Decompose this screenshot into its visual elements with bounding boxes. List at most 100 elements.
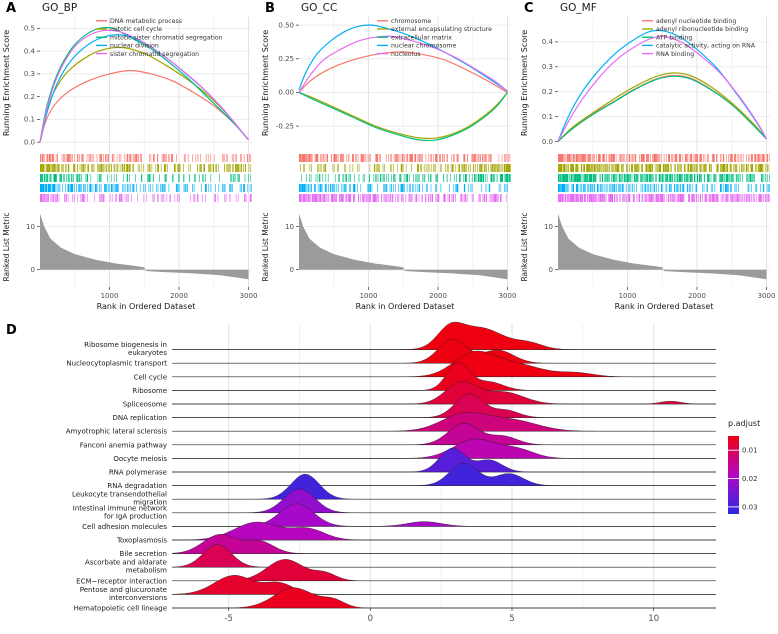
legend-gradient-bar <box>728 436 739 514</box>
ridge-9 <box>172 447 716 473</box>
ridge-17 <box>172 559 716 581</box>
rug-row-4 <box>558 194 770 202</box>
es-curve-2 <box>298 91 508 142</box>
svg-text:0: 0 <box>31 266 35 274</box>
gsea-chart-B: 1000 2000 3000 -0.25 0.00 0.25 0.50 10 0 Running … <box>261 1 517 311</box>
svg-text:1000: 1000 <box>619 292 637 300</box>
ridge-12 <box>172 488 716 513</box>
legend-label-3: catalytic activity, acting on RNA <box>656 43 756 50</box>
svg-text:1000: 1000 <box>101 292 119 300</box>
es-curve-4 <box>39 29 249 143</box>
svg-text:10: 10 <box>285 223 294 231</box>
legend-label-2: mitotic sister chromatid segregation <box>110 34 223 41</box>
svg-text:0.03: 0.03 <box>742 503 758 511</box>
rug-row-1 <box>40 164 252 172</box>
ridge-18 <box>171 575 716 595</box>
panel-title: GO_CC <box>301 2 337 14</box>
rug-row-2 <box>301 174 511 182</box>
panel-letter: A <box>6 1 16 16</box>
ridge-0 <box>172 321 716 350</box>
es-curve-0 <box>39 69 249 143</box>
rug-row-4 <box>299 194 507 202</box>
ridge-16 <box>171 544 716 568</box>
legend-label-3: nuclear chromosome <box>391 43 456 50</box>
y-axis-label-metric: Ranked List Metric <box>261 212 270 281</box>
ridge-10 <box>172 462 716 486</box>
svg-text:2000: 2000 <box>170 292 188 300</box>
ridge-5 <box>172 393 716 418</box>
svg-text:3000: 3000 <box>240 292 258 300</box>
row-label-4: Spliceosome <box>123 401 167 409</box>
svg-text:0.2: 0.2 <box>24 93 35 101</box>
panel-go-bp: 1000 2000 3000 0.0 0.1 0.2 0.3 0.4 0.5 10 0 Running… <box>0 0 259 318</box>
es-curve-1 <box>557 72 767 142</box>
row-label-11-b: migration <box>133 499 167 507</box>
panel-go-mf: 1000 2000 3000 0.0 0.1 0.2 0.3 0.4 10 0 Running En… <box>518 0 777 318</box>
svg-text:1000: 1000 <box>360 292 378 300</box>
ridge-7 <box>172 422 716 445</box>
svg-text:5: 5 <box>509 614 514 624</box>
panel-letter: B <box>265 1 275 16</box>
es-curve-4 <box>298 35 508 93</box>
svg-text:3000: 3000 <box>758 292 776 300</box>
legend-label-4: sister chromatid segregation <box>110 51 199 58</box>
rug-row-0 <box>40 154 251 162</box>
ridge-1 <box>172 338 716 364</box>
y-axis-label-metric: Ranked List Metric <box>520 212 529 281</box>
legend-label-0: adenyl nucleotide binding <box>656 18 736 25</box>
x-axis-label: Rank in Ordered Dataset <box>356 302 455 311</box>
gsea-chart-C: 1000 2000 3000 0.0 0.1 0.2 0.3 0.4 10 0 Running En… <box>520 1 776 311</box>
ranked-metric-area <box>40 213 249 280</box>
svg-text:10: 10 <box>26 223 35 231</box>
svg-text:0.1: 0.1 <box>542 113 553 121</box>
row-label-3: Ribosome <box>132 387 167 395</box>
svg-text:10: 10 <box>544 223 553 231</box>
row-label-1: Nucleocytoplasmic transport <box>66 360 167 368</box>
svg-text:3000: 3000 <box>499 292 517 300</box>
svg-text:0.00: 0.00 <box>278 89 294 97</box>
ridge-19 <box>172 587 716 609</box>
rug-row-0 <box>558 154 770 162</box>
svg-text:0.2: 0.2 <box>542 88 553 96</box>
row-label-7: Fanconi anemia pathway <box>80 441 167 449</box>
row-label-0-b: eukaryotes <box>128 349 167 357</box>
panel-title: GO_MF <box>560 2 597 14</box>
svg-text:-5: -5 <box>224 614 232 624</box>
es-curve-3 <box>298 24 508 92</box>
row-label-16-b: metabolism <box>126 567 167 575</box>
svg-text:0.4: 0.4 <box>542 38 554 46</box>
x-axis-label: Rank in Ordered Dataset <box>615 302 714 311</box>
legend-label-2: extracellular matrix <box>391 34 452 41</box>
row-label-16-a: Ascorbate and aldarate <box>85 559 167 567</box>
legend-label-1: mitotic cell cycle <box>110 26 162 33</box>
svg-text:0.3: 0.3 <box>542 63 553 71</box>
gsea-panels-row: 1000 2000 3000 0.0 0.1 0.2 0.3 0.4 0.5 10 0 Running… <box>0 0 777 318</box>
row-label-11-a: Leukocyte transendothelial <box>72 491 167 499</box>
svg-text:-0.25: -0.25 <box>276 122 294 130</box>
svg-text:2000: 2000 <box>429 292 447 300</box>
legend-label-1: external encapsulating structure <box>391 26 492 33</box>
ridge-2 <box>172 350 716 377</box>
panel-go-cc: 1000 2000 3000 -0.25 0.00 0.25 0.50 10 0 Running … <box>259 0 518 318</box>
ranked-metric-area <box>299 213 508 280</box>
es-curve-2 <box>557 75 767 142</box>
row-label-6: Amyotrophic lateral sclerosis <box>66 428 168 436</box>
svg-text:0.01: 0.01 <box>742 447 758 455</box>
row-label-17: ECM−receptor interaction <box>76 577 167 585</box>
rug-row-3 <box>558 184 770 192</box>
svg-text:0.25: 0.25 <box>278 55 294 63</box>
legend-label-0: DNA metabolic process <box>110 18 182 25</box>
svg-text:0.02: 0.02 <box>742 475 758 483</box>
svg-text:0.0: 0.0 <box>24 139 35 147</box>
ridge-14 <box>172 521 716 541</box>
svg-text:0.5: 0.5 <box>24 25 35 33</box>
row-label-12-a: Intestinal immune network <box>73 504 168 512</box>
panel-letter: D <box>6 323 17 338</box>
rug-row-2 <box>558 174 770 182</box>
row-label-14: Toxoplasmosis <box>116 537 167 545</box>
svg-text:0.3: 0.3 <box>24 70 35 78</box>
svg-text:10: 10 <box>648 614 659 624</box>
row-label-15: Bile secretion <box>120 550 167 558</box>
es-curve-1 <box>298 91 508 140</box>
